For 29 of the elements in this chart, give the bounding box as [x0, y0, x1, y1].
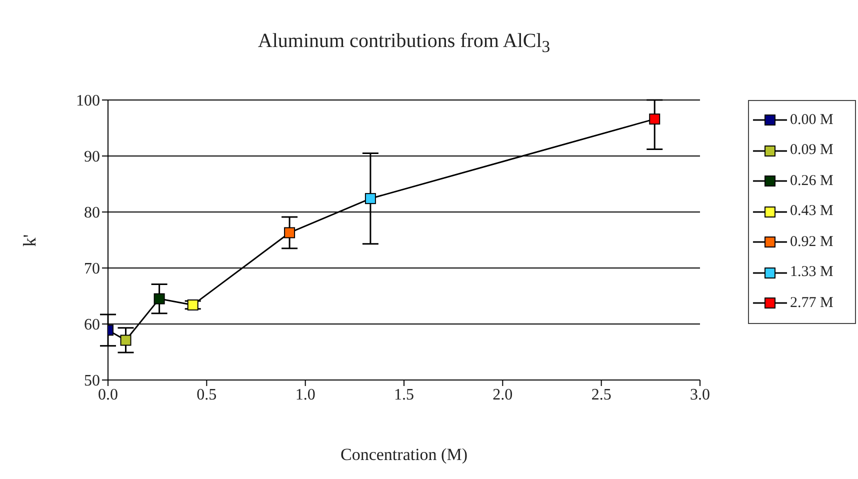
point [284, 227, 296, 238]
x-tick-label: 1.0 [295, 386, 316, 404]
legend-label: 2.77 M [790, 294, 834, 312]
legend-label: 0.26 M [790, 172, 834, 190]
legend-label: 0.09 M [790, 142, 834, 160]
point [154, 293, 165, 304]
y-tick-label: 60 [84, 316, 100, 334]
point [649, 114, 660, 125]
y-axis-title: k' [20, 233, 40, 249]
y-tick-label: 90 [84, 148, 100, 166]
x-tick-label: 1.5 [394, 386, 414, 404]
legend-label: 0.43 M [790, 203, 834, 220]
y-tick-label: 50 [84, 372, 100, 390]
point [120, 334, 132, 346]
chart-title: Aluminum contributions from AlCl$_{3}$ [256, 30, 552, 57]
x-tick-label: 0.0 [98, 386, 118, 404]
y-tick-label: 80 [84, 204, 100, 222]
x-tick-label: 3.0 [690, 386, 710, 404]
legend-label: 1.33 M [790, 264, 834, 282]
legend-label: 0.92 M [790, 234, 834, 251]
y-tick-label: 70 [84, 260, 100, 278]
legend-label: 0.00 M [790, 112, 834, 129]
point [364, 193, 376, 204]
y-tick-label: 100 [76, 92, 100, 110]
x-tick-label: 2.5 [591, 386, 612, 404]
x-tick-label: 2.0 [492, 386, 513, 404]
x-axis-title: Concentration (M) [340, 445, 468, 465]
point [187, 299, 198, 310]
x-tick-label: 0.5 [196, 386, 217, 404]
